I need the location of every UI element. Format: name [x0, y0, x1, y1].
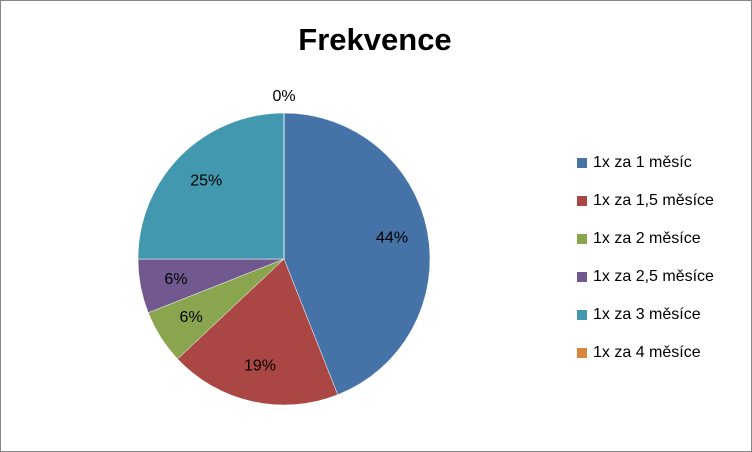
data-label: 44%: [376, 230, 408, 247]
pie-slice: [177, 258, 339, 406]
legend-swatch: [577, 158, 587, 168]
legend-label: 1x za 4 měsíce: [593, 344, 701, 361]
data-label: 0%: [272, 88, 295, 105]
legend-swatch: [577, 272, 587, 282]
legend-swatch: [577, 348, 587, 358]
legend-label: 1x za 1,5 měsíce: [593, 192, 714, 209]
legend-swatch: [577, 310, 587, 320]
data-label: 25%: [190, 172, 222, 189]
data-label: 19%: [244, 358, 276, 375]
pie-slice: [137, 112, 285, 260]
data-label: 6%: [164, 271, 187, 288]
pie-slice: [283, 112, 431, 396]
legend-label: 1x za 3 měsíce: [593, 306, 701, 323]
legend-label: 1x za 1 měsíc: [593, 154, 692, 171]
legend-label: 1x za 2 měsíce: [593, 230, 701, 247]
legend-swatch: [577, 234, 587, 244]
data-label: 6%: [180, 309, 203, 326]
legend-swatch: [577, 196, 587, 206]
legend-label: 1x za 2,5 měsíce: [593, 268, 714, 285]
chart-title: Frekvence: [298, 22, 451, 57]
